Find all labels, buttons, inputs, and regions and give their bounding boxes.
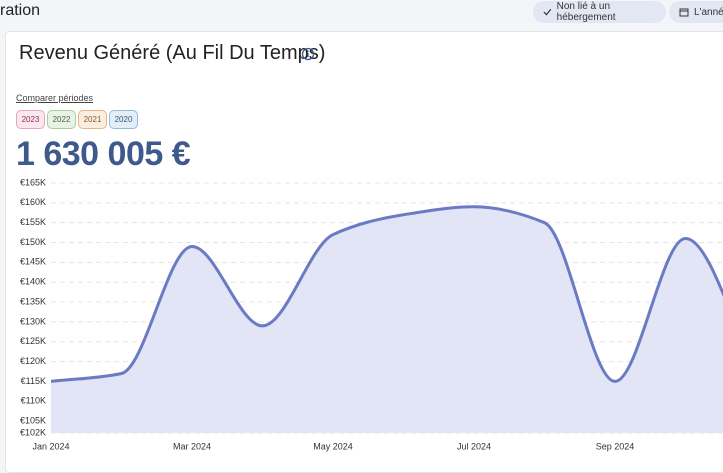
check-icon [543,9,552,16]
revenue-line [50,205,723,383]
y-tick-label: €135K [20,296,46,306]
period-button[interactable]: L'année [669,1,723,23]
y-tick-label: €140K [20,277,46,287]
x-tick-label: Sep 2024 [596,441,635,451]
total-revenue: 1 630 005 € [16,135,191,173]
y-tick-label: €155K [20,217,46,227]
x-tick-label: Mar 2024 [173,441,211,451]
page-title: ration [0,2,41,19]
filter-label: Non lié à un hébergement [556,1,616,23]
info-icon[interactable] [301,47,315,61]
y-tick-label: €105K [20,415,46,425]
x-tick-label: May 2024 [313,441,353,451]
area-fill [51,206,723,433]
y-tick-label: €160K [20,197,46,207]
y-tick-label: €120K [20,356,46,366]
y-tick-label: €165K [20,177,46,187]
y-tick-label: €150K [20,237,46,247]
year-chip[interactable]: 2023 [16,110,45,129]
x-tick-label: Jan 2024 [32,441,69,451]
compare-link[interactable]: Comparer périodes [16,93,94,103]
y-tick-label: €130K [20,316,46,326]
year-chip[interactable]: 2022 [47,110,76,129]
year-chip[interactable]: 2021 [78,110,107,129]
y-tick-label: €110K [21,396,46,406]
x-tick-label: Jul 2024 [457,441,491,451]
y-tick-label: €145K [20,257,46,267]
y-tick-label: €125K [20,336,46,346]
filter-button[interactable]: Non lié à un hébergement [533,1,666,23]
y-tick-label: €115K [21,376,46,386]
year-chip[interactable]: 2020 [109,110,138,129]
calendar-icon [679,8,689,17]
period-label: L'année [694,6,723,18]
y-tick-label: €102K [20,427,46,437]
card-title: Revenu Généré (Au Fil Du Temps) [19,42,326,64]
